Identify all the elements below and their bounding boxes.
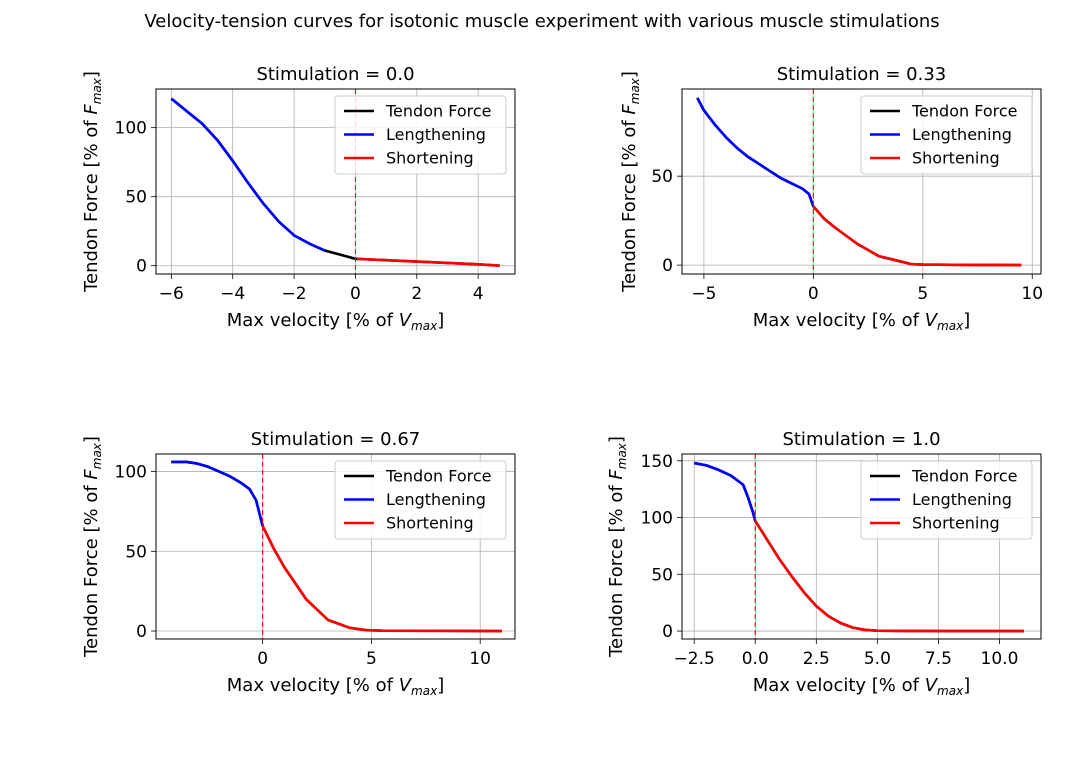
x-tick-label: 5 — [917, 284, 928, 304]
series-line-shortening — [261, 525, 502, 633]
y-tick-label: 0 — [136, 622, 147, 642]
legend-box — [334, 460, 507, 540]
legend-entry: Tendon Force — [911, 102, 1018, 121]
legend-entry: Tendon Force — [385, 467, 492, 486]
series-lines — [171, 460, 502, 633]
y-tick-label: 100 — [641, 509, 673, 529]
y-tick-label: 100 — [115, 463, 147, 483]
subplot-4: −2.5 0.0 2.5 5.0 7.5 10.0 0 50 100 150 Stimulation… — [606, 429, 1042, 698]
x-axis-label: Max velocity [% of Vmax] — [227, 310, 444, 333]
x-tick-label: 0 — [350, 284, 361, 304]
legend-entry: Lengthening — [386, 490, 486, 509]
axes-frame — [681, 453, 1042, 640]
subplot-title: Stimulation = 0.33 — [777, 64, 947, 85]
x-tick-label: 10.0 — [981, 649, 1019, 669]
legend-entry: Tendon Force — [385, 102, 492, 121]
legend-entry: Lengthening — [386, 125, 486, 144]
figure-title: Velocity-tension curves for isotonic mus… — [144, 11, 940, 32]
series-lines — [170, 97, 500, 268]
x-axis-label: Max velocity [% of Vmax] — [753, 310, 970, 333]
x-tick-label: 2 — [411, 284, 422, 304]
series-line-lengthening — [170, 97, 326, 252]
x-tick-label: 0 — [257, 649, 268, 669]
legend-box — [860, 95, 1033, 175]
legend: Tendon Force Lengthening Shortening — [334, 95, 507, 175]
legend: Tendon Force Lengthening Shortening — [860, 460, 1033, 540]
y-tick-label: 100 — [115, 119, 147, 139]
legend-entry: Shortening — [912, 149, 1000, 168]
x-tick-label: 10 — [1021, 284, 1043, 304]
y-tick-label: 0 — [662, 622, 673, 642]
subplot-title: Stimulation = 0.67 — [251, 429, 421, 450]
y-tick-label: 50 — [125, 188, 147, 208]
legend-entry: Lengthening — [912, 490, 1012, 509]
x-tick-label: 5.0 — [864, 649, 891, 669]
axes-frame — [155, 453, 516, 640]
x-tick-label: 10 — [469, 649, 491, 669]
series-line-shortening — [812, 205, 1022, 267]
x-tick-label: −6 — [159, 284, 184, 304]
x-tick-label: 2.5 — [803, 649, 830, 669]
x-tick-label: 0.0 — [742, 649, 769, 669]
legend-entry: Shortening — [912, 514, 1000, 533]
y-tick-label: 0 — [662, 256, 673, 276]
series-line-shortening — [356, 257, 500, 268]
axes-frame — [155, 88, 516, 275]
x-tick-label: −5 — [691, 284, 716, 304]
y-tick-label: 50 — [651, 167, 673, 187]
y-axis-label: Tendon Force [% of Fmax] — [619, 71, 642, 293]
series-line-shortening — [754, 520, 1024, 633]
series-line-lengthening — [696, 97, 815, 207]
x-tick-label: 4 — [473, 284, 484, 304]
x-axis-label: Max velocity [% of Vmax] — [227, 675, 444, 698]
x-tick-label: −2.5 — [674, 649, 715, 669]
axes-frame — [681, 88, 1042, 275]
legend-entry: Shortening — [386, 149, 474, 168]
legend-entry: Shortening — [386, 514, 474, 533]
series-line-lengthening — [693, 461, 757, 522]
series-lines — [696, 97, 1022, 267]
y-tick-label: 50 — [125, 542, 147, 562]
y-axis-label: Tendon Force [% of Fmax] — [606, 436, 629, 658]
y-axis-label: Tendon Force [% of Fmax] — [81, 71, 104, 293]
x-axis-label: Max velocity [% of Vmax] — [753, 675, 970, 698]
x-tick-label: −2 — [282, 284, 307, 304]
subplot-title: Stimulation = 0.0 — [256, 64, 414, 85]
legend: Tendon Force Lengthening Shortening — [860, 95, 1033, 175]
y-tick-label: 0 — [136, 257, 147, 277]
x-tick-label: 0 — [808, 284, 819, 304]
series-lines — [693, 461, 1024, 633]
x-tick-label: −4 — [220, 284, 245, 304]
y-axis-label: Tendon Force [% of Fmax] — [81, 436, 104, 658]
subplot-title: Stimulation = 1.0 — [782, 429, 940, 450]
y-tick-label: 150 — [641, 452, 673, 472]
series-line-lengthening — [171, 460, 264, 527]
x-tick-label: 7.5 — [925, 649, 952, 669]
legend-box — [860, 460, 1033, 540]
legend: Tendon Force Lengthening Shortening — [334, 460, 507, 540]
legend-box — [334, 95, 507, 175]
legend-entry: Lengthening — [912, 125, 1012, 144]
y-tick-label: 50 — [651, 565, 673, 585]
x-tick-label: 5 — [366, 649, 377, 669]
subplot-2: −5 0 5 10 0 50 Stimulation = 0.33 Max velocity … — [619, 64, 1043, 333]
subplot-1: −6 −4 −2 0 2 4 0 50 100 Stimulation = 0.0 Max velo… — [81, 64, 516, 333]
legend-entry: Tendon Force — [911, 467, 1018, 486]
